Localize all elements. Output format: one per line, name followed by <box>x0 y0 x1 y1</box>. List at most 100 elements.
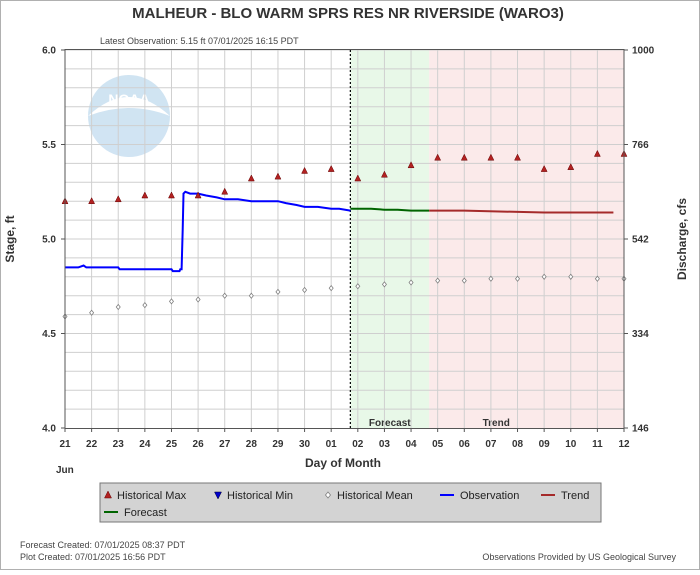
x-tick-label: 21 <box>59 439 71 450</box>
historical-max-point <box>141 191 149 199</box>
historical-mean-point <box>195 296 201 303</box>
y-tick-label-left: 4.0 <box>42 424 56 435</box>
plot-created: Plot Created: 07/01/2025 16:56 PDT <box>20 552 166 562</box>
y-tick-label-right: 542 <box>632 235 649 246</box>
legend-marker <box>324 491 332 499</box>
historical-max-point <box>407 161 415 169</box>
historical-mean-point <box>408 279 414 286</box>
x-tick-label: 22 <box>86 439 98 450</box>
legend-item-historical-min: Historical Min <box>214 490 293 502</box>
y-tick-label-right: 146 <box>632 424 649 435</box>
legend-label: Historical Max <box>117 490 187 502</box>
month-label: Jun <box>56 465 74 476</box>
historical-max-point <box>194 191 202 199</box>
x-tick-label: 04 <box>405 439 417 450</box>
historical-markers <box>61 149 628 320</box>
historical-mean-point <box>115 303 121 311</box>
historical-mean-point <box>381 281 387 288</box>
historical-max-point <box>434 153 442 161</box>
historical-mean-point <box>594 275 600 282</box>
y-tick-label-left: 4.5 <box>42 329 56 340</box>
historical-mean-point <box>515 275 521 282</box>
observation-line <box>65 190 351 273</box>
historical-mean-point <box>568 273 574 280</box>
x-tick-label: 02 <box>352 439 364 450</box>
legend-box <box>99 482 602 523</box>
historical-max-point <box>327 165 335 172</box>
grid <box>65 49 624 428</box>
x-tick-label: 11 <box>592 439 603 450</box>
historical-mean-point <box>302 286 308 294</box>
historical-mean-point <box>222 292 228 299</box>
forecast-region-label: Forecast <box>369 418 411 429</box>
x-tick-label: 29 <box>272 439 284 450</box>
historical-max-point <box>487 153 495 161</box>
x-tick-label: 09 <box>539 439 551 450</box>
historical-mean-point <box>248 292 254 299</box>
y-tick-label-left: 5.0 <box>42 235 56 246</box>
forecast-created: Forecast Created: 07/01/2025 08:37 PDT <box>20 540 186 550</box>
legend: Historical Max Historical Min Historical M… <box>99 482 602 523</box>
historical-mean-point <box>488 275 494 282</box>
x-tick-label: 25 <box>166 439 178 450</box>
historical-max-point <box>593 149 601 157</box>
legend-label: Historical Min <box>227 490 293 502</box>
legend-marker <box>214 491 222 500</box>
x-tick-label: 26 <box>193 439 205 450</box>
legend-marker <box>104 490 112 499</box>
legend-item-observation: Observation <box>440 490 519 502</box>
x-tick-label: 06 <box>459 439 471 450</box>
legend-label: Forecast <box>124 507 167 519</box>
x-tick-label: 07 <box>485 439 497 450</box>
y-tick-label-right: 1000 <box>632 46 655 57</box>
x-tick-label: 03 <box>379 439 391 450</box>
historical-mean-point <box>168 298 174 305</box>
noaa-logo-text: NOAA <box>108 91 149 107</box>
axis-ticks: 21 22 23 24 25 26 27 28 29 30 01 02 03 04 05 06 07 08 09 10… <box>42 46 655 451</box>
x-tick-label: 28 <box>246 439 258 450</box>
y-axis-title-right: Discharge, cfs <box>675 198 689 280</box>
historical-mean-point <box>142 302 148 309</box>
historical-max-point <box>274 172 282 180</box>
historical-max-point <box>301 166 308 174</box>
y-tick-label-right: 334 <box>632 329 649 340</box>
legend-item-forecast: Forecast <box>104 507 167 519</box>
historical-mean-point <box>461 277 467 284</box>
historical-max-point <box>540 165 548 172</box>
series <box>65 190 614 273</box>
y-tick-label-right: 766 <box>632 140 649 151</box>
historical-mean-point <box>435 277 441 284</box>
historical-max-point <box>381 170 388 178</box>
legend-item-historical-max: Historical Max <box>104 490 187 502</box>
historical-mean-point <box>328 284 334 292</box>
historical-max-point <box>354 174 362 182</box>
historical-max-point <box>114 195 122 203</box>
historical-max-point <box>221 187 229 195</box>
legend-label: Historical Mean <box>337 490 413 502</box>
chart-title: MALHEUR - BLO WARM SPRS RES NR RIVERSIDE… <box>132 5 564 22</box>
x-tick-label: 30 <box>299 439 311 450</box>
legend-item-trend: Trend <box>541 490 589 502</box>
trend-line <box>429 209 614 214</box>
x-tick-label: 05 <box>432 439 444 450</box>
historical-mean-point <box>541 273 547 280</box>
legend-label: Observation <box>460 490 519 502</box>
historical-max-point <box>567 163 575 170</box>
historical-max-point <box>460 153 468 161</box>
latest-observation: Latest Observation: 5.15 ft 07/01/2025 1… <box>100 36 299 46</box>
trend-region-label: Trend <box>483 418 510 429</box>
forecast-line <box>350 207 430 212</box>
x-tick-label: 24 <box>139 439 151 450</box>
x-tick-label: 10 <box>565 439 577 450</box>
y-tick-label-left: 5.5 <box>42 140 56 151</box>
y-axis-title-left: Stage, ft <box>3 215 17 262</box>
historical-mean-point <box>275 288 281 296</box>
x-tick-label: 23 <box>113 439 125 450</box>
historical-max-point <box>514 153 521 161</box>
x-tick-label: 27 <box>219 439 231 450</box>
legend-label: Trend <box>561 490 589 502</box>
historical-mean-point <box>355 283 361 290</box>
x-tick-label: 01 <box>326 439 338 450</box>
